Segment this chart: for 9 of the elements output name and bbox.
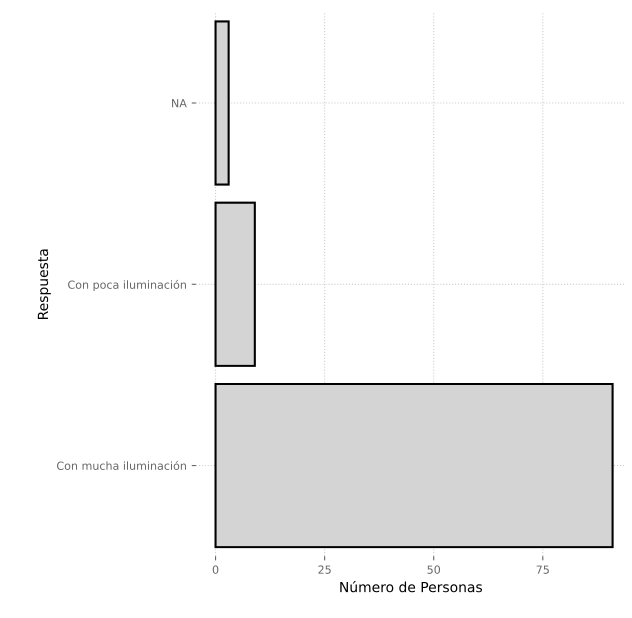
x-tick-label: 50 — [427, 565, 440, 574]
y-axis-title: Respuesta — [38, 249, 51, 319]
x-tick-label: 0 — [212, 565, 218, 574]
x-axis-title: Número de Personas — [340, 580, 482, 592]
y-tick-label: Con mucha iluminación — [57, 460, 186, 470]
y-tick-label: NA — [172, 99, 187, 108]
x-tick-label: 25 — [318, 565, 331, 574]
y-tick-label: Con poca iluminación — [68, 280, 186, 292]
x-tick-label: 75 — [536, 566, 549, 574]
